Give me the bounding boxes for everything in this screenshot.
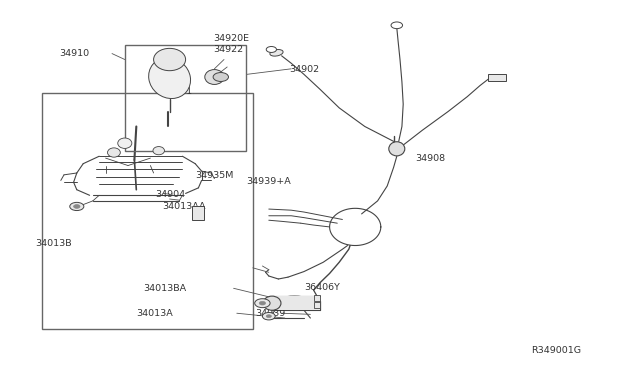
Bar	[192, 206, 204, 220]
Circle shape	[70, 202, 84, 211]
Ellipse shape	[273, 296, 315, 310]
Circle shape	[213, 73, 228, 81]
Text: 36406Y: 36406Y	[305, 283, 340, 292]
Circle shape	[391, 22, 403, 29]
Circle shape	[255, 299, 270, 308]
Text: 34935M: 34935M	[195, 171, 234, 180]
Ellipse shape	[118, 138, 132, 148]
Text: 34922: 34922	[213, 45, 243, 54]
Ellipse shape	[270, 49, 283, 56]
Text: 34904: 34904	[156, 190, 186, 199]
Ellipse shape	[148, 58, 191, 99]
Circle shape	[266, 315, 271, 318]
Text: 34910: 34910	[60, 49, 90, 58]
Text: 34920E: 34920E	[213, 34, 249, 43]
Circle shape	[262, 312, 275, 320]
Ellipse shape	[108, 148, 120, 157]
Text: 34013A: 34013A	[136, 309, 173, 318]
Ellipse shape	[153, 147, 164, 155]
Text: 34921: 34921	[162, 87, 192, 96]
Ellipse shape	[154, 48, 186, 71]
Circle shape	[74, 205, 80, 208]
Text: 34013B: 34013B	[35, 239, 72, 248]
Bar	[314, 302, 320, 308]
Bar	[314, 295, 320, 301]
Circle shape	[266, 46, 276, 52]
Bar	[42, 93, 253, 329]
Circle shape	[259, 301, 266, 305]
Bar	[272, 296, 320, 310]
Ellipse shape	[205, 70, 224, 84]
Text: 34908: 34908	[415, 154, 445, 163]
Bar	[125, 45, 246, 151]
Text: R349001G: R349001G	[531, 346, 581, 355]
Text: 34013BA: 34013BA	[143, 284, 186, 293]
Text: 34939: 34939	[255, 309, 285, 318]
Text: 34939+A: 34939+A	[246, 177, 291, 186]
Bar	[488, 74, 506, 81]
Text: 34013AA: 34013AA	[162, 202, 205, 211]
Ellipse shape	[389, 142, 405, 156]
Ellipse shape	[263, 296, 281, 310]
Text: 34902: 34902	[289, 65, 319, 74]
